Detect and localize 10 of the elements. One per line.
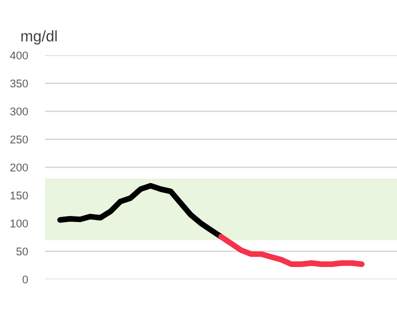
y-tick-label: 50 [16, 248, 28, 256]
y-tick-label: 400 [10, 52, 28, 60]
y-tick-label: 300 [10, 108, 28, 116]
y-tick-label: 350 [10, 80, 28, 88]
y-tick-label: 100 [10, 220, 28, 228]
y-tick-label: 250 [10, 136, 28, 144]
y-tick-label: 0 [22, 276, 28, 284]
y-axis-title: mg/dl [21, 30, 57, 44]
y-tick-label: 200 [10, 164, 28, 172]
y-tick-label: 150 [10, 192, 28, 200]
